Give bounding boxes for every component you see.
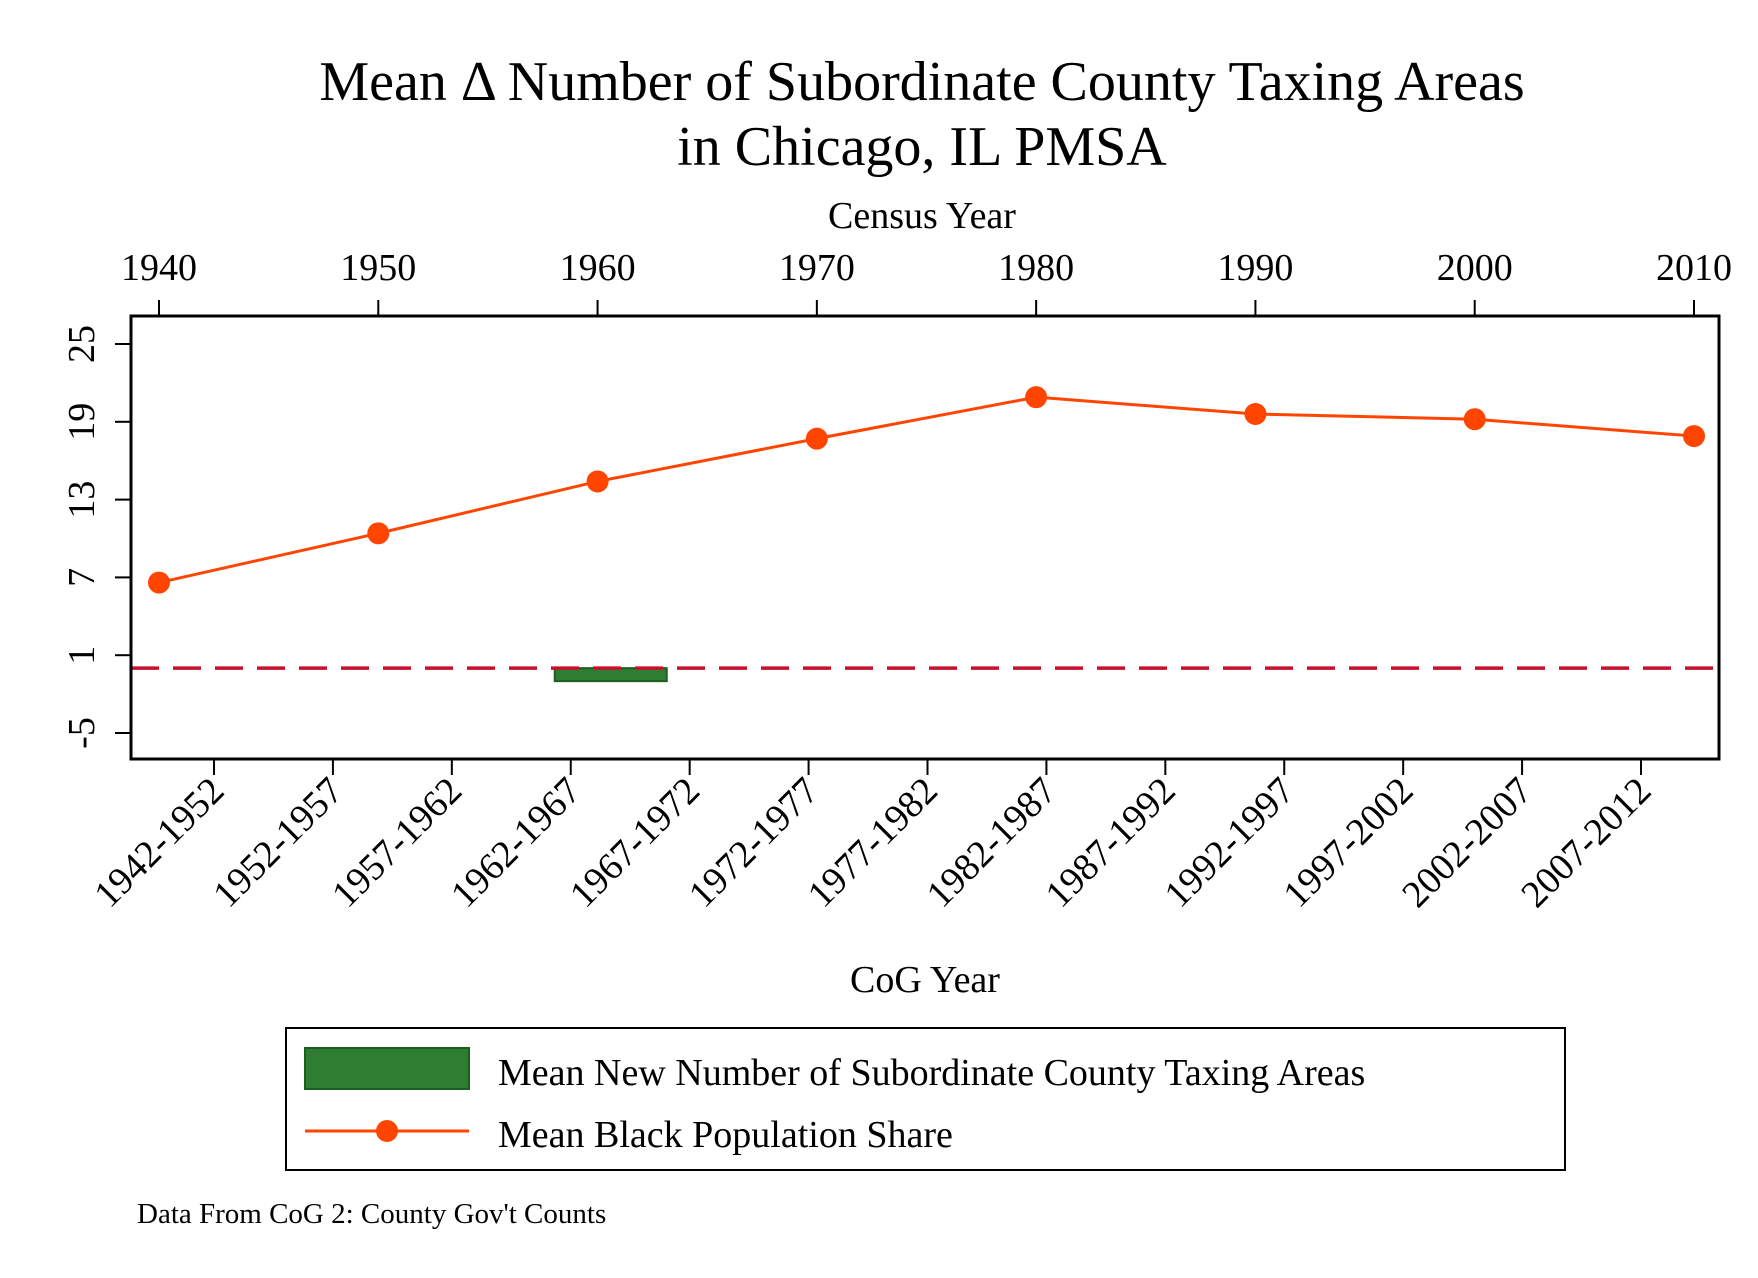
legend-label-bar: Mean New Number of Subordinate County Ta… [498, 1052, 1365, 1094]
plot-content [131, 386, 1719, 683]
bottom-tick-label: 1997-2002 [1275, 770, 1421, 916]
bottom-tick-label: 2002-2007 [1394, 770, 1540, 916]
chart-title-line1: Mean Δ Number of Subordinate County Taxi… [319, 51, 1524, 113]
chart-note: Data From CoG 2: County Gov't Counts [137, 1198, 606, 1230]
data-point [805, 427, 828, 450]
bottom-tick-label: 1967-1972 [562, 770, 708, 916]
y-tick-label: 13 [61, 481, 103, 519]
y-axis-ticks: 25 19 13 7 1 -5 [61, 325, 131, 749]
y-tick-label: 1 [61, 646, 103, 665]
bottom-tick-label: 1972-1977 [681, 770, 827, 916]
bottom-tick-label: 1987-1992 [1038, 770, 1184, 916]
legend-frame [285, 1027, 1566, 1171]
top-tick-label: 2000 [1437, 247, 1513, 289]
plot-frame [129, 314, 1721, 761]
top-tick-label: 1960 [560, 247, 636, 289]
top-axis-label: Census Year [828, 195, 1016, 237]
data-point [1683, 425, 1705, 448]
y-tick-label: -5 [61, 717, 103, 749]
data-point [1244, 403, 1267, 426]
data-point [1463, 408, 1486, 431]
bottom-tick-label: 1942-1952 [86, 770, 232, 916]
legend-label-line: Mean Black Population Share [498, 1114, 953, 1156]
data-point [148, 571, 170, 594]
bottom-axis-ticks: 1942-19521952-19571957-19621962-19671967… [86, 759, 1659, 916]
bottom-axis-label: CoG Year [850, 959, 1000, 1001]
top-tick-label: 1970 [779, 247, 855, 289]
series-line [158, 395, 1695, 585]
data-point [367, 522, 390, 545]
top-axis-ticks: 1940 1950 1960 1970 1980 1990 2000 2010 [121, 247, 1732, 316]
bottom-tick-label: 1982-1987 [919, 770, 1065, 916]
top-tick-label: 1940 [121, 247, 197, 289]
legend: Mean New Number of Subordinate County Ta… [285, 1027, 1566, 1171]
y-tick-label: 25 [61, 325, 103, 363]
bottom-tick-label: 1957-1962 [324, 770, 470, 916]
top-tick-label: 2010 [1656, 247, 1732, 289]
chart-title-line2: in Chicago, IL PMSA [677, 116, 1167, 178]
bottom-tick-label: 1952-1957 [205, 770, 351, 916]
bar [553, 667, 668, 683]
y-tick-label: 19 [61, 403, 103, 441]
bottom-tick-label: 1962-1967 [443, 770, 589, 916]
data-point [586, 470, 609, 493]
top-tick-label: 1990 [1217, 247, 1293, 289]
legend-line-marker [376, 1120, 398, 1142]
y-tick-label: 7 [61, 568, 103, 587]
bottom-tick-label: 1992-1997 [1156, 770, 1302, 916]
legend-bar-swatch [304, 1047, 470, 1090]
bottom-tick-label: 1977-1982 [800, 770, 946, 916]
data-point [1025, 386, 1048, 409]
top-tick-label: 1950 [340, 247, 416, 289]
top-tick-label: 1980 [998, 247, 1074, 289]
bottom-tick-label: 2007-2012 [1513, 770, 1659, 916]
